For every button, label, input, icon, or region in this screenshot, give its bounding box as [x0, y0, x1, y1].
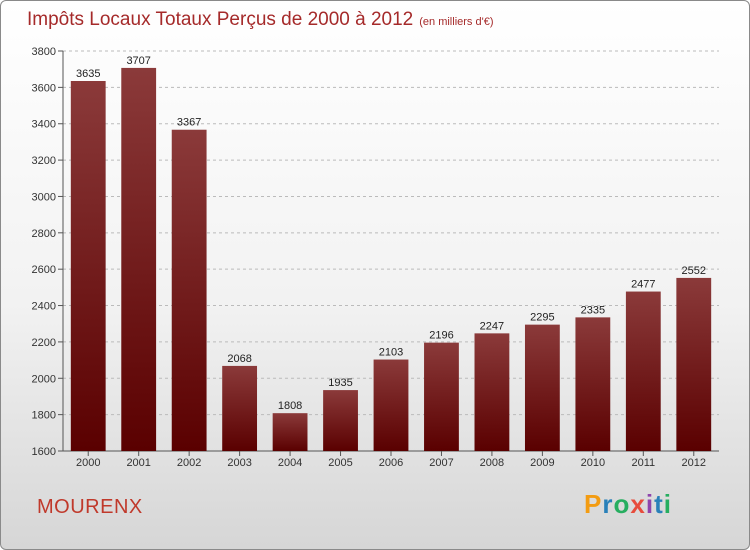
- y-tick-label: 1800: [32, 410, 56, 422]
- y-tick-label: 2400: [32, 301, 56, 313]
- logo-letter: t: [654, 489, 664, 519]
- bar: [524, 324, 560, 451]
- x-tick-label: 2007: [429, 457, 453, 469]
- y-tick-label: 2800: [32, 228, 56, 240]
- data-label: 2247: [480, 320, 504, 332]
- x-tick-label: 2005: [328, 457, 352, 469]
- data-label: 2295: [530, 312, 554, 324]
- y-tick-label: 1600: [32, 446, 56, 458]
- x-tick-label: 2006: [379, 457, 403, 469]
- y-tick-label: 3000: [32, 191, 56, 203]
- bar: [676, 277, 712, 451]
- x-tick-label: 2010: [581, 457, 605, 469]
- logo-letter: i: [663, 489, 672, 519]
- logo-letter: r: [602, 489, 614, 519]
- bar: [171, 129, 207, 451]
- x-tick-label: 2004: [278, 457, 302, 469]
- data-label: 1935: [328, 377, 352, 389]
- data-label: 3367: [177, 117, 201, 129]
- bar: [625, 291, 661, 451]
- x-tick-label: 2011: [631, 457, 655, 469]
- y-tick-label: 3200: [32, 155, 56, 167]
- bar: [373, 359, 409, 451]
- chart-title: Impôts Locaux Totaux Perçus de 2000 à 20…: [27, 9, 493, 31]
- bar: [424, 342, 459, 451]
- data-label: 3707: [126, 55, 150, 67]
- x-tick-label: 2012: [682, 457, 706, 469]
- bar: [575, 317, 611, 451]
- proxiti-logo: Proxiti: [584, 489, 672, 520]
- bars: [70, 67, 712, 451]
- logo-letter: i: [645, 489, 655, 519]
- x-tick-label: 2009: [530, 457, 554, 469]
- bar: [272, 413, 308, 451]
- x-tick-label: 2001: [126, 457, 150, 469]
- bar: [323, 390, 358, 451]
- logo-letter: P: [584, 489, 603, 519]
- logo-letter: o: [613, 489, 631, 519]
- data-label: 2068: [227, 353, 251, 365]
- axes: 1600 1800 2000 2200 2400 2600 2800 3000 3200 3400…: [32, 46, 719, 458]
- bar: [121, 67, 157, 451]
- data-label: 2103: [379, 347, 403, 359]
- x-tick-label: 2008: [480, 457, 504, 469]
- town-name: MOURENX: [37, 496, 143, 518]
- y-tick-label: 2000: [32, 373, 56, 385]
- y-tick-label: 2600: [32, 264, 56, 276]
- bar: [70, 81, 106, 451]
- y-tick-label: 3800: [32, 46, 56, 58]
- y-tick-label: 3400: [32, 119, 56, 131]
- data-label: 3635: [76, 68, 100, 80]
- chart-title-main: Impôts Locaux Totaux Perçus de 2000 à 20…: [27, 9, 414, 30]
- x-tick-label: 2002: [177, 457, 201, 469]
- x-tick-label: 2003: [227, 457, 251, 469]
- bar: [222, 365, 258, 451]
- data-label: 2552: [682, 265, 706, 277]
- data-label: 2196: [429, 330, 453, 342]
- labels: 2000 3635 2001 3707 2002 3367 2003 2068 2004 1808…: [76, 55, 706, 469]
- y-tick-label: 2200: [32, 337, 56, 349]
- logo-letter: x: [630, 489, 646, 519]
- chart-title-unit: (en milliers d'€): [419, 16, 494, 28]
- data-label: 2335: [581, 304, 605, 316]
- x-tick-label: 2000: [76, 457, 100, 469]
- data-label: 1808: [278, 400, 302, 412]
- y-tick-label: 3600: [32, 82, 56, 94]
- bar: [474, 333, 510, 451]
- data-label: 2477: [631, 279, 655, 291]
